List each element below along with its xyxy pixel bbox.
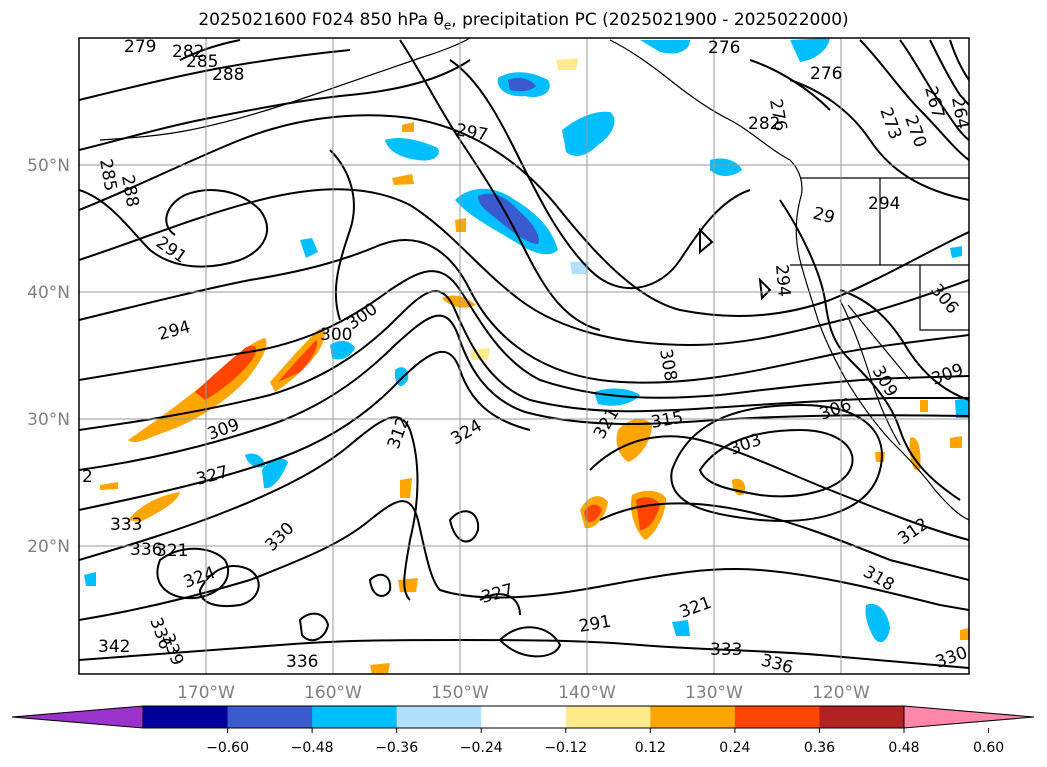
colorbar-tick-label: −0.24 — [460, 740, 503, 756]
map-title: 2025021600 F024 850 hPa θe, precipitatio… — [198, 10, 849, 33]
colorbar-segment — [396, 706, 482, 728]
colorbar-tick-label: 0.24 — [719, 740, 750, 756]
contour-label: 282 — [748, 114, 780, 134]
colorbar: −0.60 −0.48 −0.36 −0.24 −0.12 0.12 0.24 0.36 0.4… — [11, 705, 1035, 756]
lon-label: 140°W — [558, 683, 616, 703]
coastlines — [99, 38, 969, 521]
colorbar-segment — [227, 706, 313, 728]
longitude-labels: 170°W 160°W 150°W 140°W 130°W 120°W — [177, 683, 870, 703]
colorbar-tick-label: −0.12 — [544, 740, 587, 756]
contour-labels: 279 282 285 288 276 276 276 297 282 267 … — [82, 37, 972, 679]
colorbar-segment — [565, 706, 651, 728]
lon-label: 160°W — [304, 683, 362, 703]
contour-label: 333 — [710, 640, 742, 660]
contour-label: 282 — [172, 42, 204, 62]
colorbar-tick-label: 0.36 — [804, 740, 835, 756]
shaded-anomalies — [84, 38, 969, 674]
lat-label: 40°N — [27, 283, 70, 303]
plot-frame — [78, 37, 970, 675]
contour-label: 336 — [286, 652, 318, 672]
colorbar-segment — [481, 706, 567, 728]
contour-label: 276 — [810, 64, 842, 84]
lat-label: 50°N — [27, 156, 70, 176]
latitude-labels: 50°N 40°N 30°N 20°N — [27, 156, 70, 557]
lon-label: 120°W — [812, 683, 870, 703]
contour-label: 336 — [130, 540, 162, 560]
colorbar-extend-high — [903, 705, 1035, 729]
contour-label: 264 — [947, 95, 972, 130]
colorbar-segment — [312, 706, 398, 728]
colorbar-border — [142, 705, 905, 729]
colorbar-tick-label: 0.60 — [973, 740, 1004, 756]
contour-label: 336 — [759, 651, 796, 679]
lat-label: 30°N — [27, 410, 70, 430]
contour-label: 288 — [212, 65, 244, 85]
colorbar-tick-label: −0.60 — [206, 740, 249, 756]
contour-label: 300 — [320, 325, 352, 345]
contour-label: 333 — [110, 515, 142, 535]
lat-label: 20°N — [27, 537, 70, 557]
contour-label: 342 — [98, 637, 130, 657]
colorbar-segment — [143, 706, 229, 728]
lon-label: 170°W — [177, 683, 235, 703]
contour-label: 2 — [82, 467, 93, 487]
lon-label: 150°W — [431, 683, 489, 703]
colorbar-tick-label: 0.12 — [635, 740, 666, 756]
contour-label: 279 — [124, 37, 156, 57]
colorbar-extend-low — [11, 705, 144, 729]
colorbar-segment — [819, 706, 905, 728]
contour-label: 276 — [708, 38, 740, 58]
contour-label: 321 — [156, 541, 188, 561]
contour-label: 294 — [868, 194, 900, 214]
lon-label: 130°W — [685, 683, 743, 703]
colorbar-tick-label: −0.36 — [375, 740, 418, 756]
contour-label: 294 — [771, 264, 794, 298]
colorbar-segment — [650, 706, 736, 728]
contour-label: 285 — [186, 52, 218, 72]
colorbar-tick-label: −0.48 — [291, 740, 334, 756]
colorbar-tick-label: 0.48 — [888, 740, 919, 756]
colorbar-segment — [734, 706, 820, 728]
gridlines — [79, 38, 969, 674]
